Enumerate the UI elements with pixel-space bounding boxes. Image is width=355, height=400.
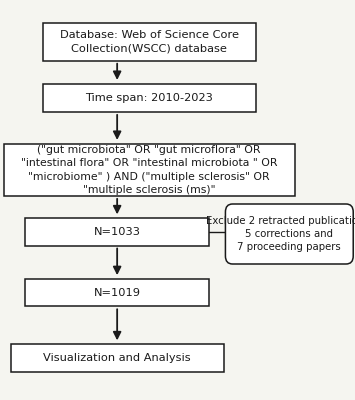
Text: N=1033: N=1033 [94, 227, 141, 237]
FancyBboxPatch shape [25, 279, 209, 306]
Text: Database: Web of Science Core
Collection(WSCC) database: Database: Web of Science Core Collection… [60, 30, 239, 54]
Text: Visualization and Analysis: Visualization and Analysis [43, 353, 191, 363]
FancyBboxPatch shape [25, 218, 209, 246]
FancyBboxPatch shape [43, 84, 256, 112]
FancyBboxPatch shape [225, 204, 353, 264]
Text: N=1019: N=1019 [94, 288, 141, 298]
Text: Time span: 2010-2023: Time span: 2010-2023 [85, 93, 213, 103]
FancyBboxPatch shape [11, 344, 224, 372]
Text: Exclude 2 retracted publications,
5 corrections and
7 proceeding papers: Exclude 2 retracted publications, 5 corr… [206, 216, 355, 252]
Text: ("gut microbiota" OR "gut microflora" OR
"intestinal flora" OR "intestinal micro: ("gut microbiota" OR "gut microflora" OR… [21, 145, 277, 195]
FancyBboxPatch shape [43, 23, 256, 61]
FancyBboxPatch shape [4, 144, 295, 196]
